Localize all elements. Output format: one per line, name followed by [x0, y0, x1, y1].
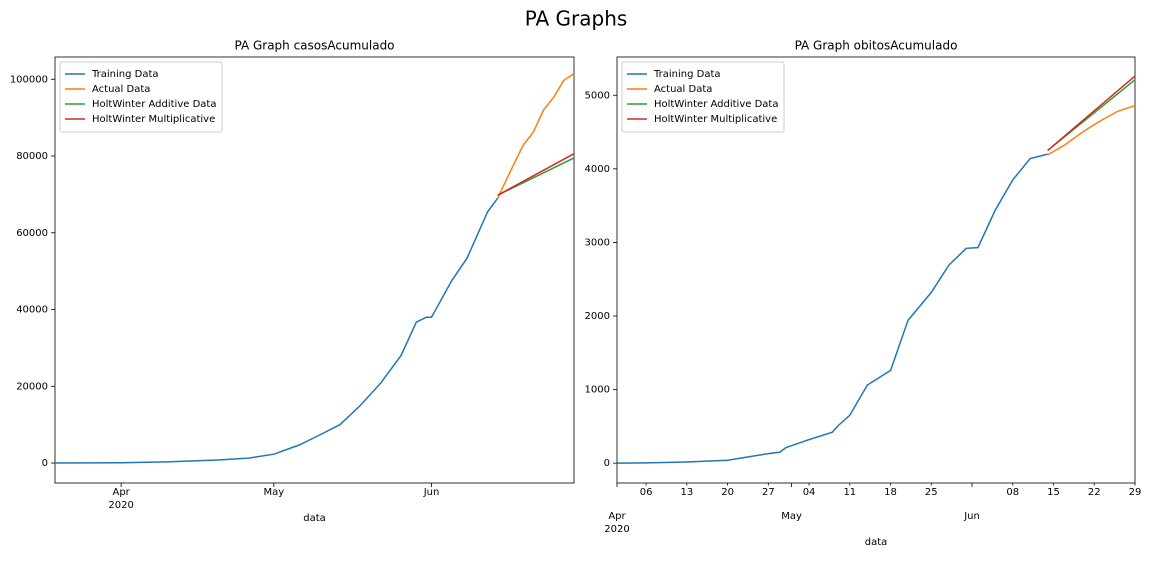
axes-frame	[54, 56, 575, 484]
x-minor-tick-label: 27	[762, 487, 775, 498]
series-line	[1047, 104, 1136, 156]
legend-label: HoltWinter Multiplicative	[654, 114, 777, 125]
y-tick-label: 100000	[10, 74, 48, 85]
x-minor-tick-label: 15	[1047, 487, 1060, 498]
x-tick-label: Jun	[963, 511, 980, 522]
x-minor-tick-label: 29	[1129, 487, 1142, 498]
x-minor-tick-label: 06	[640, 487, 653, 498]
y-tick-label: 5000	[585, 90, 610, 101]
legend-label: Actual Data	[92, 84, 150, 95]
x-tick-label: Apr 2020	[108, 487, 133, 511]
y-tick-label: 0	[604, 458, 610, 469]
y-tick-label: 4000	[585, 164, 610, 175]
y-tick-label: 3000	[585, 237, 610, 248]
y-tick-label: 2000	[585, 311, 610, 322]
x-minor-tick-label: 13	[680, 487, 693, 498]
y-tick-label: 1000	[585, 385, 610, 396]
x-minor-tick-label: 20	[721, 487, 734, 498]
legend-box	[59, 61, 223, 133]
x-minor-tick-label: 18	[884, 487, 897, 498]
series-line	[1047, 75, 1136, 151]
legend-label: HoltWinter Additive Data	[92, 99, 216, 110]
axes-frame	[616, 56, 1136, 484]
legend-label: HoltWinter Additive Data	[654, 99, 778, 110]
x-minor-tick-label: 04	[803, 487, 816, 498]
series-line	[497, 153, 575, 196]
series-line	[54, 197, 499, 464]
x-minor-tick-label: 08	[1006, 487, 1019, 498]
x-minor-tick-label: 22	[1088, 487, 1101, 498]
x-tick-label: Jun	[423, 487, 440, 498]
y-tick-label: 20000	[16, 381, 48, 392]
y-tick-label: 0	[42, 458, 48, 469]
y-tick-label: 80000	[16, 151, 48, 162]
axes-title: PA Graph obitosAcumulado	[795, 39, 958, 53]
y-tick-label: 60000	[16, 228, 48, 239]
x-axis-label: data	[303, 513, 326, 524]
y-tick-label: 40000	[16, 305, 48, 316]
legend-label: Actual Data	[654, 84, 712, 95]
x-axis-label: data	[865, 537, 888, 548]
x-minor-tick-label: 11	[843, 487, 856, 498]
series-line	[497, 72, 575, 199]
x-tick-label: Apr 2020	[604, 511, 629, 535]
figure-title: PA Graphs	[525, 7, 628, 31]
x-tick-label: May	[263, 487, 284, 498]
legend-label: Training Data	[91, 69, 159, 80]
axes-title: PA Graph casosAcumulado	[234, 39, 394, 53]
legend-label: HoltWinter Multiplicative	[92, 114, 215, 125]
legend-box	[621, 61, 785, 133]
legend-label: Training Data	[653, 69, 721, 80]
x-tick-label: May	[781, 511, 802, 522]
series-line	[616, 153, 1048, 464]
x-minor-tick-label: 25	[925, 487, 938, 498]
